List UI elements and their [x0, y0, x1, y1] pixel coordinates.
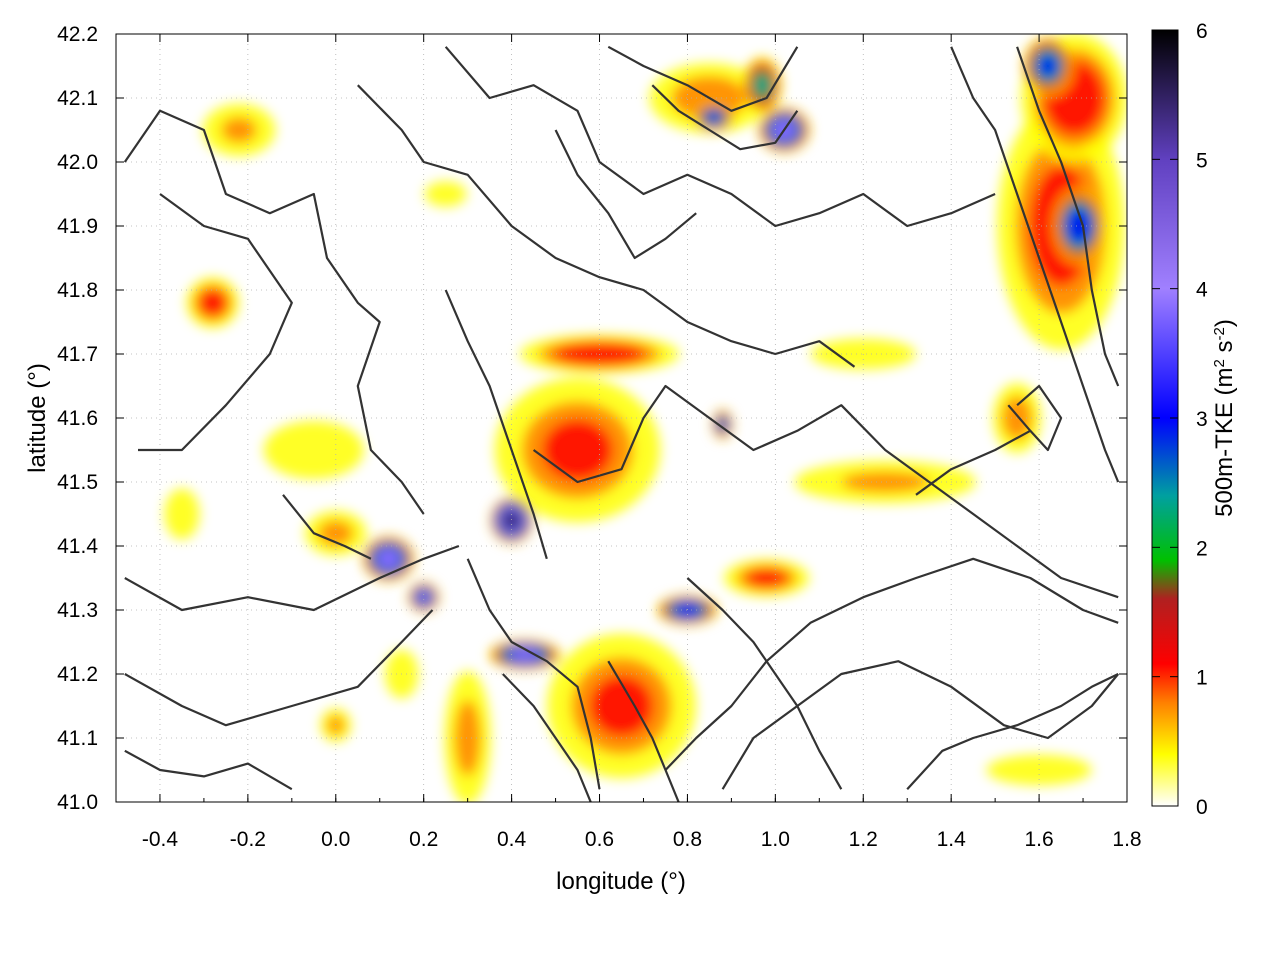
colorbar-tick-label: 0 — [1196, 796, 1208, 819]
colorbar-label-end: ) — [1211, 319, 1238, 327]
x-tick-label: 0.6 — [585, 828, 614, 851]
contour-line — [124, 609, 434, 727]
contour-line — [502, 673, 592, 802]
x-tick-label: 1.0 — [761, 828, 790, 851]
tke-blob — [745, 569, 788, 587]
y-tick-label: 41.5 — [57, 471, 98, 494]
contour-line — [651, 84, 799, 151]
colorbar-tick-label: 3 — [1196, 408, 1208, 431]
y-tick-label: 41.0 — [57, 791, 98, 814]
y-axis-ticks: 41.0 41.1 41.2 41.3 41.4 41.5 41.6 41.7 41.8 41.9… — [57, 23, 1127, 814]
y-tick-label: 41.8 — [57, 279, 98, 302]
tke-blob — [589, 675, 654, 737]
colorbar-label-sup1: 2 — [1211, 359, 1228, 367]
y-tick-label: 41.2 — [57, 663, 98, 686]
y-tick-label: 41.7 — [57, 343, 98, 366]
contour-line — [915, 429, 1031, 496]
tke-blob — [424, 181, 467, 207]
contour-line — [466, 558, 601, 790]
contour-line — [906, 673, 1119, 790]
contour-line — [607, 45, 799, 112]
tke-blob — [454, 700, 481, 776]
x-axis-label: longitude (°) — [556, 868, 686, 895]
tke-blob — [263, 420, 364, 480]
colorbar-tick-label: 2 — [1196, 537, 1208, 560]
y-tick-label: 41.6 — [57, 407, 98, 430]
colorbar-tick-label: 1 — [1196, 667, 1208, 690]
contour-line — [721, 660, 1120, 790]
y-tick-label: 42.0 — [57, 151, 98, 174]
tke-blob — [542, 419, 613, 481]
tke-blob — [1037, 54, 1058, 78]
y-tick-label: 41.3 — [57, 599, 98, 622]
contour-line — [686, 577, 843, 790]
contour-line — [664, 557, 1119, 771]
contour-line — [554, 129, 697, 260]
tke-blob — [504, 512, 519, 529]
x-tick-label: 0.0 — [321, 828, 350, 851]
y-tick-label: 42.1 — [57, 87, 98, 110]
y-tick-label: 42.2 — [57, 23, 98, 46]
colorbar-tick-label: 5 — [1196, 149, 1208, 172]
x-tick-label: 0.2 — [409, 828, 438, 851]
contour-line — [123, 109, 425, 515]
tke-blob — [754, 74, 770, 97]
contour-line — [444, 289, 548, 560]
contour-line — [1016, 46, 1120, 387]
contour-line — [282, 494, 372, 560]
terrain-contours — [123, 45, 1120, 802]
tke-blob — [418, 592, 429, 603]
contour-line — [138, 193, 293, 452]
field-blur-group — [164, 34, 1127, 802]
tke-blob — [841, 471, 930, 493]
tke-blob — [327, 715, 345, 735]
colorbar-tick-label: 4 — [1196, 279, 1208, 302]
x-tick-label: -0.4 — [142, 828, 179, 851]
tke-blob — [221, 117, 257, 143]
x-tick-label: 1.4 — [937, 828, 967, 851]
contour-line — [607, 660, 680, 802]
x-tick-label: 0.4 — [497, 828, 527, 851]
y-tick-label: 41.9 — [57, 215, 98, 238]
colorbar-tick-label: 6 — [1196, 20, 1208, 43]
tke-blob — [705, 111, 722, 123]
x-tick-label: 0.8 — [673, 828, 702, 851]
tke-blob — [198, 289, 227, 317]
y-axis-label: latitude (°) — [24, 363, 51, 473]
x-tick-label: 1.6 — [1024, 828, 1053, 851]
contour-line — [444, 46, 996, 228]
colorbar-label-sup2: -2 — [1211, 327, 1228, 340]
contour-line — [532, 384, 1119, 599]
colorbar-ticks: 0 1 2 3 4 5 6 — [1152, 20, 1208, 819]
y-tick-label: 41.4 — [57, 535, 98, 558]
colorbar-label: 500m-TKE (m2 s-2) — [1211, 319, 1239, 517]
contour-line — [357, 84, 856, 368]
colorbar-label-mid: s — [1211, 340, 1238, 359]
x-tick-label: 1.8 — [1112, 828, 1141, 851]
tke-field — [116, 34, 1127, 802]
y-tick-label: 41.1 — [57, 727, 98, 750]
contour-line — [124, 749, 293, 791]
tke-blob — [377, 549, 400, 569]
contour-line — [124, 544, 460, 612]
contour-line — [950, 46, 1120, 483]
x-axis-ticks: -0.4 -0.2 0.0 0.2 0.4 0.6 0.8 1.0 1.2 1.4 1.6 1.8 — [115, 34, 1142, 851]
x-tick-label: -0.2 — [230, 828, 266, 851]
x-tick-label: 1.2 — [849, 828, 878, 851]
tke-blob — [164, 488, 200, 540]
colorbar-label-main: 500m-TKE (m — [1211, 368, 1238, 517]
contour-line — [1007, 384, 1063, 452]
